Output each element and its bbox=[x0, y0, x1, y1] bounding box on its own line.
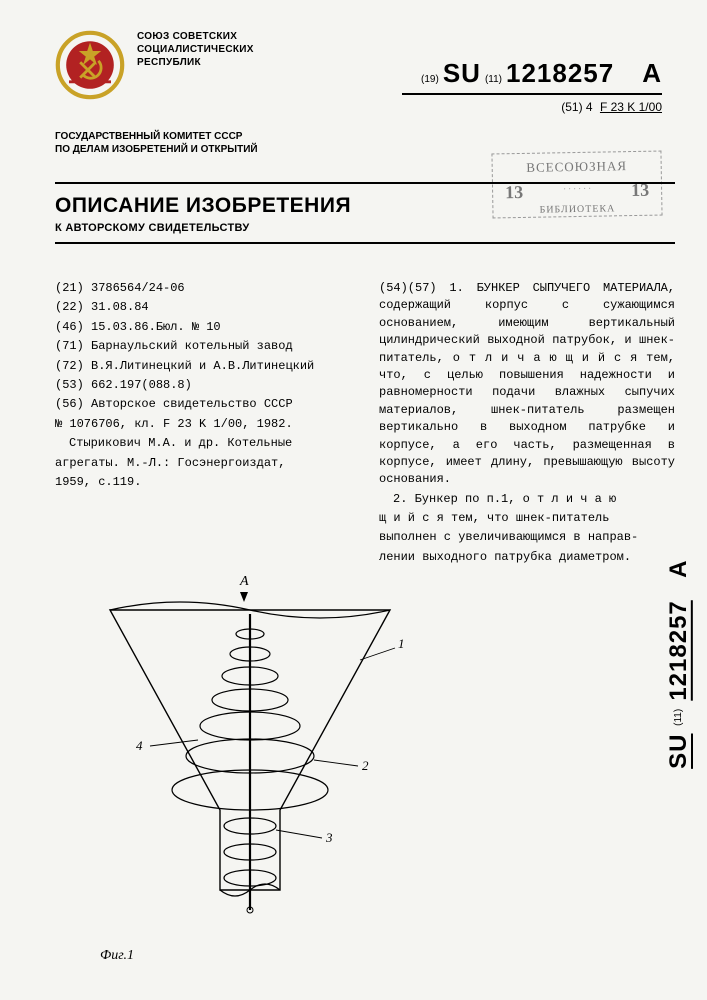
union-text: СОЮЗ СОВЕТСКИХ СОЦИАЛИСТИЧЕСКИХ РЕСПУБЛИ… bbox=[137, 30, 254, 69]
union-line: СОЮЗ СОВЕТСКИХ bbox=[137, 30, 254, 43]
code-19: (19) bbox=[421, 74, 439, 85]
stamp-line1: ВСЕСОЮЗНАЯ bbox=[499, 158, 655, 177]
field-46: (46) 15.03.86.Бюл. № 10 bbox=[55, 319, 351, 336]
union-line: СОЦИАЛИСТИЧЕСКИХ bbox=[137, 43, 254, 56]
callout-2: 2 bbox=[362, 758, 369, 773]
header-emblem-block: СОЮЗ СОВЕТСКИХ СОЦИАЛИСТИЧЕСКИХ РЕСПУБЛИ… bbox=[55, 30, 254, 100]
title-block: ОПИСАНИЕ ИЗОБРЕТЕНИЯ К АВТОРСКОМУ СВИДЕТ… bbox=[55, 182, 675, 244]
abstract-text: (54)(57) 1. БУНКЕР СЫПУЧЕГО МАТЕРИАЛА, с… bbox=[379, 280, 675, 489]
drawing-svg: 1 2 3 4 bbox=[90, 590, 410, 950]
ipc-prefix: (51) 4 bbox=[561, 100, 592, 114]
reference-line: агрегаты. М.-Л.: Госэнергоиздат, bbox=[55, 455, 351, 472]
union-line: РЕСПУБЛИК bbox=[137, 56, 254, 69]
side-11: (11) bbox=[673, 709, 684, 726]
left-column: (21) 3786564/24-06 (22) 31.08.84 (46) 15… bbox=[55, 280, 351, 568]
committee-line: ПО ДЕЛАМ ИЗОБРЕТЕНИЙ И ОТКРЫТИЙ bbox=[55, 143, 258, 156]
field-53: (53) 662.197(088.8) bbox=[55, 377, 351, 394]
page-container: СОЮЗ СОВЕТСКИХ СОЦИАЛИСТИЧЕСКИХ РЕСПУБЛИ… bbox=[0, 0, 707, 1000]
code-su: SU bbox=[443, 58, 481, 89]
doc-kind: A bbox=[642, 58, 662, 89]
claim2-line: щ и й с я тем, что шнек-питатель bbox=[379, 510, 675, 527]
code-11: (11) bbox=[485, 74, 502, 85]
side-kind: A bbox=[665, 560, 692, 578]
side-su: SU bbox=[665, 734, 692, 769]
claim2-line: лении выходного патрубка диаметром. bbox=[379, 549, 675, 566]
right-column: (54)(57) 1. БУНКЕР СЫПУЧЕГО МАТЕРИАЛА, с… bbox=[379, 280, 675, 568]
title-sub: К АВТОРСКОМУ СВИДЕТЕЛЬСТВУ bbox=[55, 222, 675, 234]
reference-line: 1959, с.119. bbox=[55, 474, 351, 491]
field-56b: № 1076706, кл. F 23 K 1/00, 1982. bbox=[55, 416, 351, 433]
publication-code: (19) SU (11) 1218257 A bbox=[402, 58, 662, 95]
callout-4: 4 bbox=[136, 738, 143, 753]
body-columns: (21) 3786564/24-06 (22) 31.08.84 (46) 15… bbox=[55, 280, 675, 568]
callout-1: 1 bbox=[398, 636, 405, 651]
figure-label: Фиг.1 bbox=[100, 948, 134, 964]
committee-line: ГОСУДАРСТВЕННЫЙ КОМИТЕТ СССР bbox=[55, 130, 258, 143]
field-56a: (56) Авторское свидетельство СССР bbox=[55, 396, 351, 413]
figure-1: A bbox=[90, 590, 410, 970]
ussr-emblem-icon bbox=[55, 30, 125, 100]
ipc-value: F 23 K 1/00 bbox=[600, 100, 662, 114]
field-21: (21) 3786564/24-06 bbox=[55, 280, 351, 297]
field-22: (22) 31.08.84 bbox=[55, 299, 351, 316]
field-71: (71) Барнаульский котельный завод bbox=[55, 338, 351, 355]
patent-number: 1218257 bbox=[506, 58, 614, 89]
reference-line: Стырикович М.А. и др. Котельные bbox=[55, 435, 351, 452]
field-72: (72) В.Я.Литинецкий и А.В.Литинецкий bbox=[55, 358, 351, 375]
side-number: 1218257 bbox=[665, 600, 692, 700]
side-publication-code: SU (11) 1218257 A bbox=[665, 560, 693, 769]
callout-3: 3 bbox=[325, 830, 333, 845]
title-main: ОПИСАНИЕ ИЗОБРЕТЕНИЯ bbox=[55, 194, 675, 218]
committee-text: ГОСУДАРСТВЕННЫЙ КОМИТЕТ СССР ПО ДЕЛАМ ИЗ… bbox=[55, 130, 258, 156]
ipc-code: (51) 4 F 23 K 1/00 bbox=[561, 100, 662, 114]
claim2-line: 2. Бункер по п.1, о т л и ч а ю bbox=[379, 491, 675, 508]
arrow-label: A bbox=[240, 574, 249, 602]
claim2-line: выполнен с увеличивающимся в направ- bbox=[379, 529, 675, 546]
